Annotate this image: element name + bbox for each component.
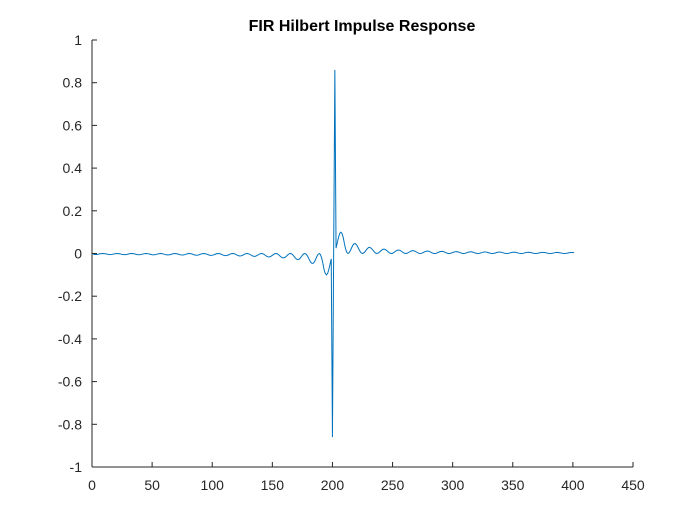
x-tick-label: 350 xyxy=(501,477,525,493)
x-tick-label: 150 xyxy=(261,477,285,493)
series-group xyxy=(93,69,575,438)
y-tick-label: -1 xyxy=(70,459,83,475)
y-tick-label: 0 xyxy=(74,246,82,262)
x-tick-label: 100 xyxy=(201,477,225,493)
y-tick-label: 0.8 xyxy=(63,75,83,91)
x-tick-label: 0 xyxy=(88,477,96,493)
chart-title: FIR Hilbert Impulse Response xyxy=(249,18,476,35)
y-tick-label: 0.4 xyxy=(63,160,83,176)
y-tick-label: 0.2 xyxy=(63,203,83,219)
y-tick-label: -0.6 xyxy=(58,374,82,390)
y-tick-label: -0.8 xyxy=(58,416,82,432)
impulse-response-line xyxy=(93,69,575,438)
x-tick-label: 50 xyxy=(144,477,160,493)
x-tick-label: 300 xyxy=(441,477,465,493)
x-tick-label: 450 xyxy=(621,477,645,493)
x-tick-label: 250 xyxy=(381,477,405,493)
ticks: 0 50 100 150 200 250 300 350 400 450 -1 -0.8 -0.6 -0.… xyxy=(58,32,645,493)
x-tick-label: 400 xyxy=(561,477,585,493)
y-tick-label: 1 xyxy=(74,32,82,48)
y-tick-label: -0.2 xyxy=(58,288,82,304)
y-tick-label: 0.6 xyxy=(63,117,83,133)
y-tick-label: -0.4 xyxy=(58,331,82,347)
x-tick-label: 200 xyxy=(321,477,345,493)
